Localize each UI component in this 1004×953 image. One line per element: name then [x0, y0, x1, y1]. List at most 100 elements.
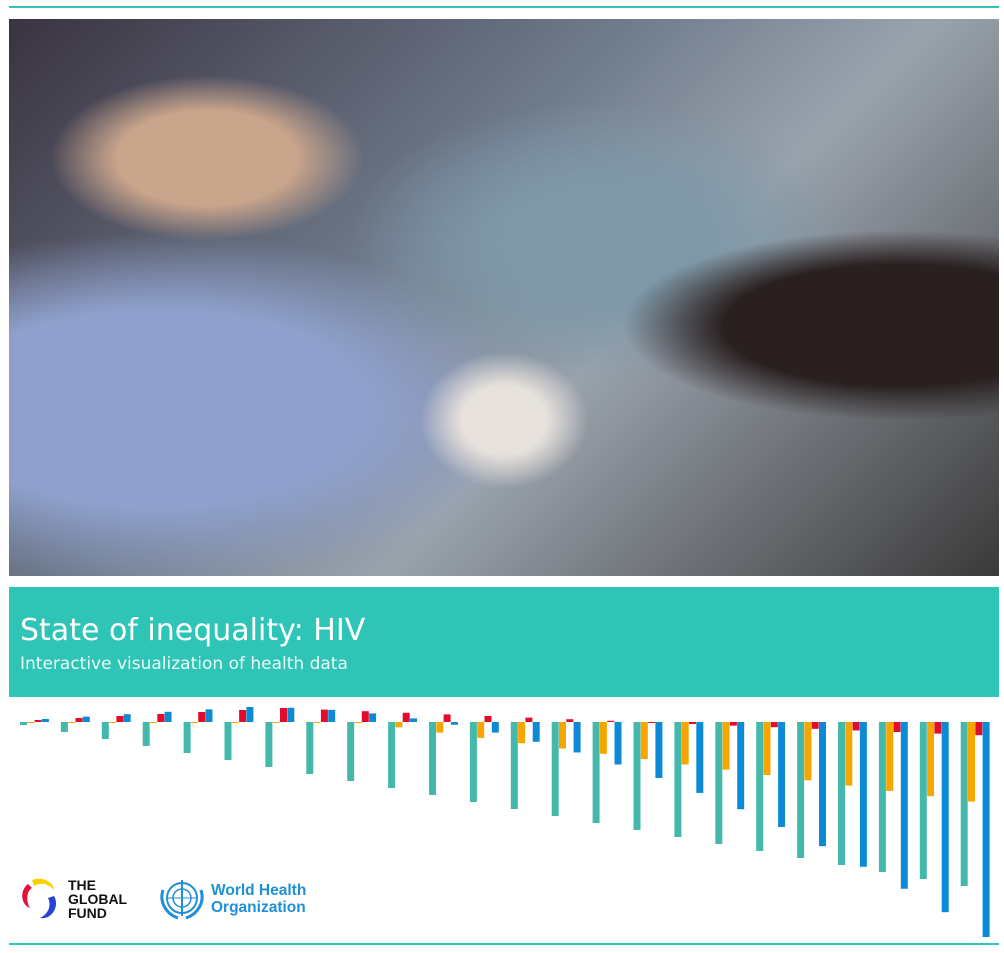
bar-orange — [722, 722, 730, 770]
bar-teal — [510, 722, 518, 809]
bar-blue — [205, 709, 213, 722]
bar-teal — [838, 722, 845, 865]
bar-red — [975, 722, 983, 736]
bar-teal — [429, 722, 436, 795]
bar-teal — [715, 722, 723, 844]
bar-orange — [763, 722, 771, 775]
bar-orange — [150, 722, 157, 723]
bar-orange — [640, 722, 648, 760]
page-subtitle: Interactive visualization of health data — [20, 654, 348, 674]
hero-photo — [9, 19, 999, 576]
bar-red — [484, 716, 492, 722]
bar-red — [525, 717, 533, 722]
bar-orange — [354, 722, 362, 723]
bar-orange — [68, 722, 76, 723]
bar-teal — [797, 722, 805, 858]
bar-orange — [927, 722, 935, 797]
bar-red — [770, 722, 778, 728]
bar-orange — [804, 722, 812, 781]
bar-orange — [968, 722, 975, 802]
bar-blue — [450, 722, 458, 725]
bar-orange — [109, 722, 117, 723]
bar-orange — [477, 722, 485, 738]
bar-red — [852, 722, 860, 731]
bar-orange — [313, 722, 321, 723]
logo-line: World Health — [211, 882, 307, 899]
bar-teal — [469, 722, 477, 802]
bar-teal — [756, 722, 764, 851]
bar-red — [280, 708, 287, 722]
bar-orange — [190, 722, 198, 723]
bar-blue — [819, 722, 826, 847]
bar-blue — [287, 707, 295, 722]
bar-teal — [919, 722, 927, 879]
bar-blue — [737, 722, 745, 810]
bottom-rule — [9, 943, 999, 945]
bar-orange — [436, 722, 444, 733]
bar-orange — [231, 722, 239, 723]
bar-blue — [410, 718, 417, 722]
top-rule — [9, 6, 999, 8]
bar-orange — [518, 722, 526, 744]
bar-teal — [306, 722, 314, 774]
bar-teal — [224, 722, 232, 760]
bar-teal — [633, 722, 641, 830]
bar-teal — [960, 722, 968, 886]
bar-blue — [859, 722, 867, 867]
bar-teal — [592, 722, 600, 823]
bar-teal — [183, 722, 191, 753]
bar-teal — [265, 722, 273, 767]
bar-red — [34, 720, 42, 722]
bar-teal — [60, 722, 68, 732]
bar-red — [648, 722, 656, 723]
bar-red — [811, 722, 819, 729]
bar-orange — [681, 722, 689, 765]
logo-line: GLOBAL — [68, 891, 128, 907]
page-title: State of inequality: HIV — [20, 613, 366, 648]
bar-blue — [614, 722, 622, 765]
logo-line: THE — [68, 877, 96, 893]
global-fund-logo-text: THE GLOBAL FUND — [68, 878, 127, 920]
bar-blue — [941, 722, 949, 913]
bar-red — [320, 709, 328, 722]
bar-red — [607, 720, 615, 722]
bar-orange — [27, 722, 35, 723]
bar-blue — [573, 722, 581, 753]
bar-blue — [532, 722, 540, 742]
bar-blue — [123, 714, 131, 722]
decorative-bar-graphic — [20, 707, 990, 938]
bar-red — [157, 714, 165, 722]
title-banner: State of inequality: HIV Interactive vis… — [9, 587, 999, 697]
bar-red — [934, 722, 942, 734]
bar-red — [893, 722, 901, 732]
bar-orange — [272, 722, 280, 723]
bar-teal — [142, 722, 150, 746]
bar-teal — [347, 722, 355, 781]
logo-line: Organization — [211, 899, 306, 916]
bar-teal — [878, 722, 886, 872]
bar-red — [361, 711, 369, 722]
bar-red — [729, 722, 737, 726]
bar-blue — [41, 719, 49, 722]
bar-teal — [674, 722, 682, 837]
global-fund-logo-icon — [22, 878, 57, 919]
bar-red — [443, 714, 451, 722]
bar-red — [198, 712, 206, 722]
bar-blue — [246, 707, 254, 722]
bar-red — [75, 718, 83, 722]
bar-orange — [395, 722, 403, 728]
bar-teal — [388, 722, 396, 788]
bar-blue — [778, 722, 786, 827]
bar-orange — [599, 722, 607, 754]
bar-orange — [845, 722, 853, 786]
who-logo-text: World Health Organization — [211, 882, 306, 916]
bar-red — [402, 712, 410, 722]
bar-blue — [164, 711, 172, 722]
bar-teal — [20, 722, 27, 725]
bar-blue — [82, 716, 90, 722]
bar-blue — [982, 722, 990, 938]
bar-red — [689, 722, 696, 724]
who-emblem-icon — [160, 880, 204, 920]
bar-red — [239, 710, 247, 722]
bar-blue — [900, 722, 908, 889]
